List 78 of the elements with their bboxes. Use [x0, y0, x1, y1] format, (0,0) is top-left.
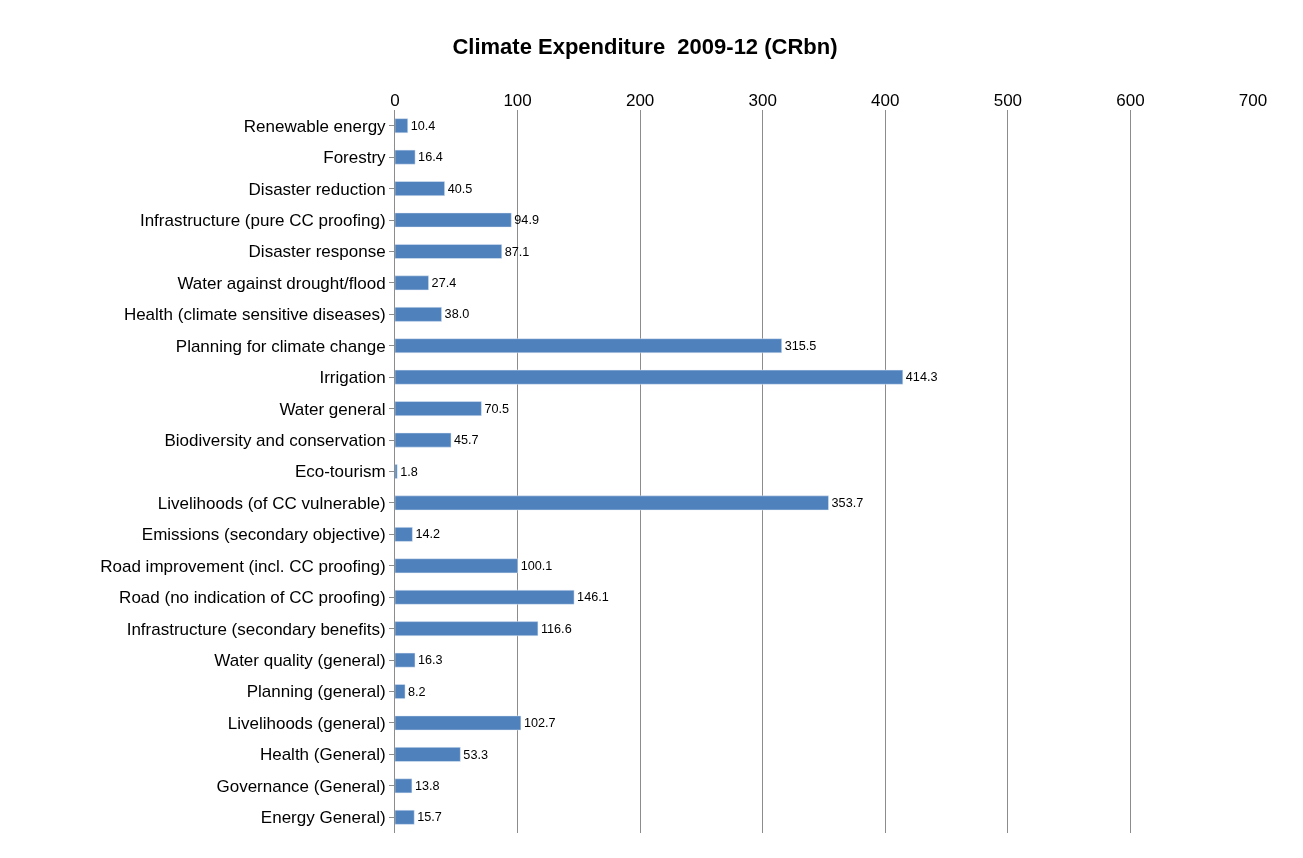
y-tick-label: Water against drought/flood: [177, 273, 386, 293]
y-tick-label: Infrastructure (pure CC proofing): [139, 210, 386, 230]
y-tick-label: Forestry: [323, 148, 387, 168]
x-tick-label: 200: [625, 90, 655, 110]
bar: [395, 464, 398, 479]
y-tick-label: Road improvement (incl. CC proofing): [100, 556, 386, 576]
bar: [395, 527, 413, 542]
y-tick-label: Road (no indication of CC proofing): [119, 588, 386, 608]
y-tick-label: Emissions (secondary objective): [141, 525, 386, 545]
data-label: 40.5: [447, 181, 473, 196]
y-tick-label: Energy General): [260, 808, 386, 828]
chart-title: Climate Expenditure 2009-12 (CRbn): [452, 34, 838, 60]
bar: [395, 684, 406, 699]
bar: [395, 307, 442, 322]
y-tick-label: Governance (General): [216, 776, 386, 796]
data-label: 1.8: [400, 464, 418, 479]
data-label: 8.2: [408, 684, 426, 699]
bar: [395, 715, 522, 731]
y-tick-label: Water quality (general): [214, 651, 386, 671]
y-tick-label: Irrigation: [319, 368, 386, 388]
data-label: 87.1: [504, 244, 530, 259]
y-tick-label: Health (climate sensitive diseases): [123, 305, 386, 325]
bar: [395, 244, 503, 259]
x-tick-label: 300: [748, 90, 777, 110]
x-tick-label: 400: [871, 90, 900, 110]
bar: [395, 621, 539, 636]
y-tick-label: Renewable energy: [243, 116, 387, 136]
y-tick-label: Biodiversity and conservation: [164, 431, 386, 451]
bar: [395, 652, 416, 668]
x-tick-label: 100: [503, 90, 532, 110]
bar: [395, 118, 408, 134]
bar: [395, 589, 575, 605]
data-label: 53.3: [463, 747, 488, 762]
y-tick-label: Eco-tourism: [294, 462, 386, 482]
y-tick-label: Planning for climate change: [175, 336, 386, 356]
bar: [395, 558, 518, 574]
x-tick-label: 500: [993, 90, 1023, 110]
data-label: 353.7: [831, 496, 864, 511]
data-label: 414.3: [905, 370, 938, 385]
y-tick-label: Health (General): [259, 745, 386, 765]
data-label: 14.2: [415, 527, 441, 542]
data-label: 38.0: [444, 307, 470, 322]
data-label: 102.7: [523, 716, 556, 731]
bar: [395, 369, 904, 385]
y-tick-label: Livelihoods (of CC vulnerable): [157, 493, 386, 513]
y-tick-label: Disaster reduction: [248, 179, 386, 199]
data-label: 15.7: [417, 810, 442, 825]
y-tick-label: Infrastructure (secondary benefits): [126, 619, 386, 639]
data-label: 45.7: [454, 433, 479, 448]
data-label: 100.1: [520, 558, 553, 573]
bar: [395, 275, 429, 291]
y-tick-label: Planning (general): [246, 682, 386, 702]
y-tick-label: Water general: [279, 399, 386, 419]
bar: [395, 747, 461, 762]
bar: [395, 181, 445, 196]
data-label: 315.5: [784, 338, 817, 353]
bar: [395, 338, 782, 354]
data-label: 10.4: [410, 118, 436, 133]
data-label: 94.9: [514, 213, 539, 228]
data-label: 13.8: [414, 778, 440, 793]
x-tick-label: 700: [1238, 90, 1268, 110]
data-label: 70.5: [484, 401, 510, 416]
bar: [395, 401, 482, 416]
bar: [395, 432, 452, 448]
bar: [395, 809, 415, 825]
x-tick-label: 0: [390, 90, 400, 110]
y-tick-label: Disaster response: [248, 242, 386, 262]
x-tick-label: 600: [1116, 90, 1145, 110]
bar: [395, 495, 829, 511]
data-label: 16.4: [418, 150, 443, 165]
data-label: 116.6: [540, 621, 572, 636]
data-label: 146.1: [577, 590, 609, 605]
y-tick-label: Livelihoods (general): [227, 713, 386, 733]
bar: [395, 149, 416, 165]
data-label: 27.4: [431, 275, 457, 290]
bar: [395, 212, 512, 228]
bar: [395, 778, 413, 794]
data-label: 16.3: [417, 653, 443, 668]
